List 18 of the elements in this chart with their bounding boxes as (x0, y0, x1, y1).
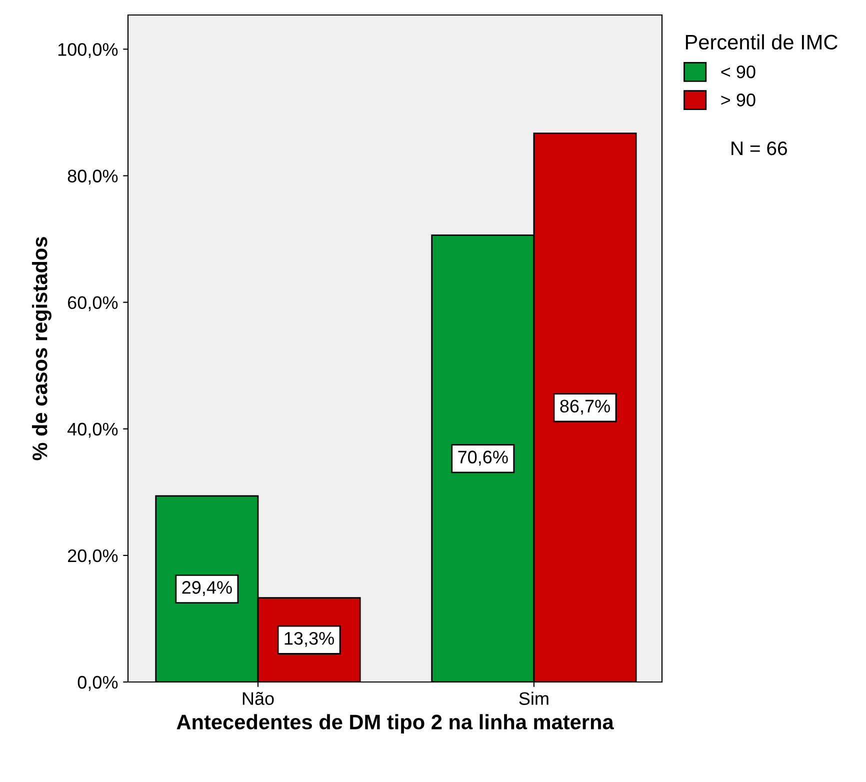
legend-label: > 90 (721, 94, 756, 106)
data-label: 13,3% (284, 632, 334, 647)
text: N = 66 (732, 141, 787, 156)
x-tick-label: Sim (519, 692, 548, 705)
y-tick-label: 80,0% (68, 170, 118, 185)
y-axis-title: % de casos registados (32, 237, 52, 460)
legend-label: < 90 (721, 65, 756, 78)
x-axis-title: Antecedentes de DM tipo 2 na linha materna (176, 714, 614, 734)
y-tick-label: 60,0% (68, 296, 118, 312)
data-label: 70,6% (458, 450, 508, 466)
y-tick-label: 20,0% (68, 549, 118, 564)
x-tick-label: Não (242, 692, 274, 705)
y-tick-label: 0,0% (78, 676, 118, 691)
y-tick-label: 100,0% (58, 43, 118, 58)
y-tick-label: 40,0% (68, 422, 118, 438)
legend-title: Percentil de IMC (686, 34, 838, 50)
data-label: 86,7% (560, 400, 610, 415)
data-label: 29,4% (182, 581, 232, 596)
